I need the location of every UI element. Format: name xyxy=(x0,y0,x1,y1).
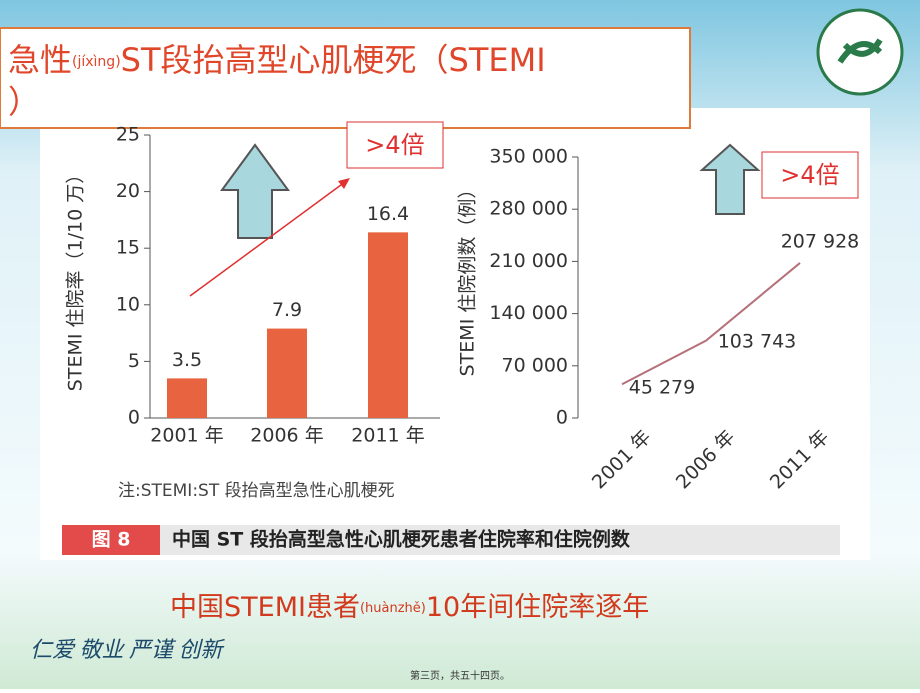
x-tick-label: 2001 年 xyxy=(150,425,223,447)
y-tick-label: 350 000 xyxy=(489,146,568,168)
x-tick-label: 2011 年 xyxy=(351,425,424,447)
value-label: 7.9 xyxy=(272,299,302,321)
logo-mark xyxy=(837,38,883,64)
value-label: 16.4 xyxy=(367,203,409,225)
title-box xyxy=(0,27,691,129)
bar xyxy=(267,328,307,418)
title: 急性(jíxìng)ST段抬高型心肌梗死（STEMI xyxy=(8,41,546,79)
line xyxy=(621,262,801,386)
x-tick-label: 2006 年 xyxy=(250,425,323,447)
trend-arrow-head xyxy=(338,178,350,189)
y-tick-label: 210 000 xyxy=(489,250,568,272)
y-tick-label: 25 xyxy=(116,124,140,146)
bar xyxy=(167,378,207,418)
subtitle: 中国STEMI患者(huànzhě)10年间住院率逐年 xyxy=(170,592,649,623)
motto: 仁爱 敬业 严谨 创新 xyxy=(30,637,226,662)
y-tick-label: 5 xyxy=(128,350,140,372)
value-label: 45 279 xyxy=(629,377,695,399)
value-label: 207 928 xyxy=(781,231,860,253)
y-axis-label: STEMI 住院例数（例） xyxy=(457,180,479,377)
title-end: ） xyxy=(8,83,40,121)
annotation: >4倍 xyxy=(365,131,424,159)
footer: 第三页，共五十四页。 xyxy=(410,669,510,682)
figure-tag xyxy=(62,525,160,555)
figure-caption: 中国 ST 段抬高型急性心肌梗死患者住院率和住院例数 xyxy=(172,528,631,551)
y-tick-label: 15 xyxy=(116,237,140,259)
annotation-box xyxy=(346,121,444,169)
y-tick-label: 10 xyxy=(116,293,140,315)
figure-number: 图 8 xyxy=(92,529,131,551)
note: 注:STEMI:ST 段抬高型急性心肌梗死 xyxy=(118,481,395,501)
annotation-box xyxy=(761,151,859,199)
y-tick-label: 280 000 xyxy=(489,198,568,220)
charts: 0 5 10 15 20 25 STEMI 住院率（1/10 万） 3.5 2001 年 7.9 2… xyxy=(65,124,860,494)
caption-bar xyxy=(160,525,840,555)
y-tick-label: 0 xyxy=(128,407,140,429)
up-arrow xyxy=(220,143,290,239)
bar xyxy=(368,232,408,418)
trend-arrow xyxy=(189,181,346,297)
y-axis-label: STEMI 住院率（1/10 万） xyxy=(65,165,87,391)
annotation: >4倍 xyxy=(780,161,839,189)
y-tick-label: 70 000 xyxy=(502,354,568,376)
y-tick-label: 0 xyxy=(556,407,568,429)
y-tick-label: 20 xyxy=(116,180,140,202)
y-tick-label: 140 000 xyxy=(489,302,568,324)
value-label: 103 743 xyxy=(718,331,797,353)
up-arrow xyxy=(699,143,761,215)
value-label: 3.5 xyxy=(172,349,202,371)
